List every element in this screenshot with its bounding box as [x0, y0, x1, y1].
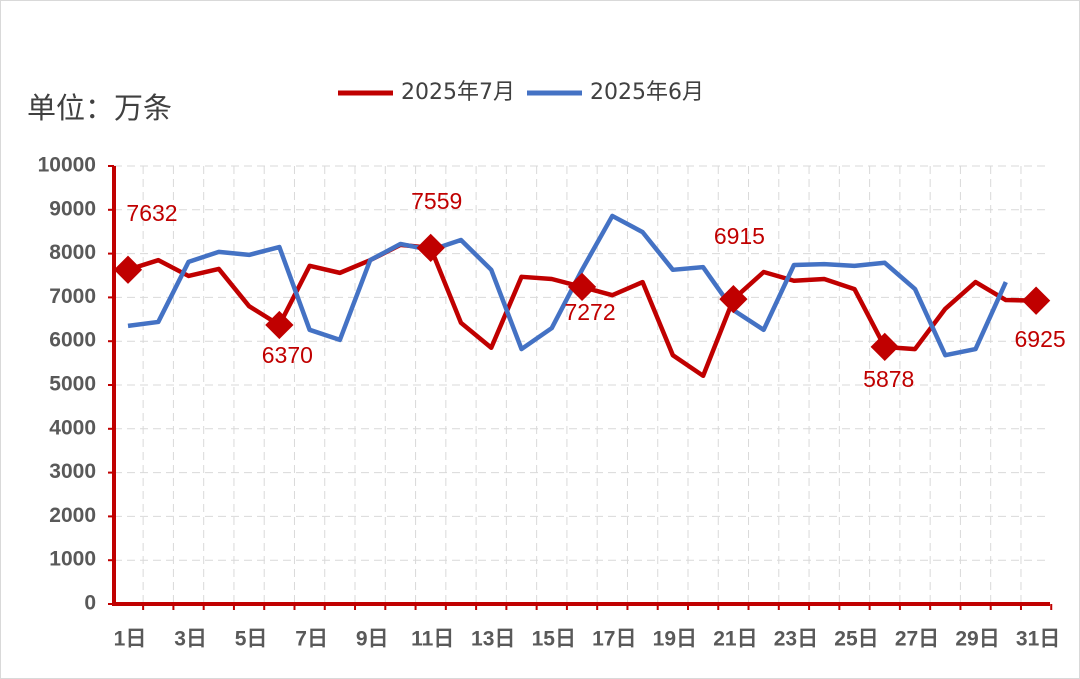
y-tick-label: 2000 — [49, 504, 96, 527]
y-tick-label: 7000 — [49, 285, 96, 308]
x-tick-label: 1日 — [114, 628, 147, 651]
y-tick-label: 9000 — [49, 197, 96, 220]
x-tick-label: 31日 — [1016, 628, 1060, 651]
y-tick-label: 4000 — [49, 416, 96, 439]
y-tick-label: 8000 — [49, 241, 96, 264]
x-tick-label: 15日 — [532, 628, 576, 651]
annotation: 7272 — [564, 299, 615, 325]
x-tick-label: 25日 — [834, 628, 878, 651]
y-tick-label: 6000 — [49, 329, 96, 352]
x-tick-label: 19日 — [653, 628, 697, 651]
highlight-marker — [265, 310, 294, 340]
y-tick-label: 0 — [84, 592, 96, 615]
x-tick-label: 5日 — [235, 628, 268, 651]
x-tick-label: 27日 — [895, 628, 939, 651]
x-tick-label: 13日 — [471, 628, 515, 651]
x-tick-label: 29日 — [955, 628, 999, 651]
x-tick-label: 21日 — [713, 628, 757, 651]
y-tick-label: 3000 — [49, 460, 96, 483]
annotation: 7632 — [126, 200, 177, 226]
highlight-marker — [567, 272, 597, 302]
highlight-marker — [719, 285, 748, 314]
x-tick-label: 17日 — [592, 628, 636, 651]
x-tick-label: 9日 — [356, 628, 389, 651]
highlight-marker — [1021, 286, 1051, 315]
y-tick-label: 10000 — [38, 154, 96, 177]
y-tick-label: 5000 — [49, 373, 96, 396]
x-tick-label: 11日 — [411, 628, 454, 651]
annotation: 5878 — [863, 366, 914, 392]
annotation: 6915 — [714, 223, 765, 249]
annotation: 7559 — [411, 188, 462, 214]
annotation: 6925 — [1015, 326, 1066, 352]
legend-label: 2025年6月 — [590, 80, 704, 105]
unit-label: 单位：万条 — [27, 91, 172, 125]
x-tick-label: 23日 — [774, 628, 818, 651]
line-series — [127, 213, 1008, 358]
legend-label: 2025年7月 — [401, 80, 515, 105]
x-tick-label: 7日 — [295, 628, 328, 651]
y-tick-label: 1000 — [49, 548, 96, 571]
x-tick-label: 3日 — [174, 628, 207, 651]
annotation: 6370 — [262, 342, 313, 368]
highlight-marker — [870, 332, 899, 362]
